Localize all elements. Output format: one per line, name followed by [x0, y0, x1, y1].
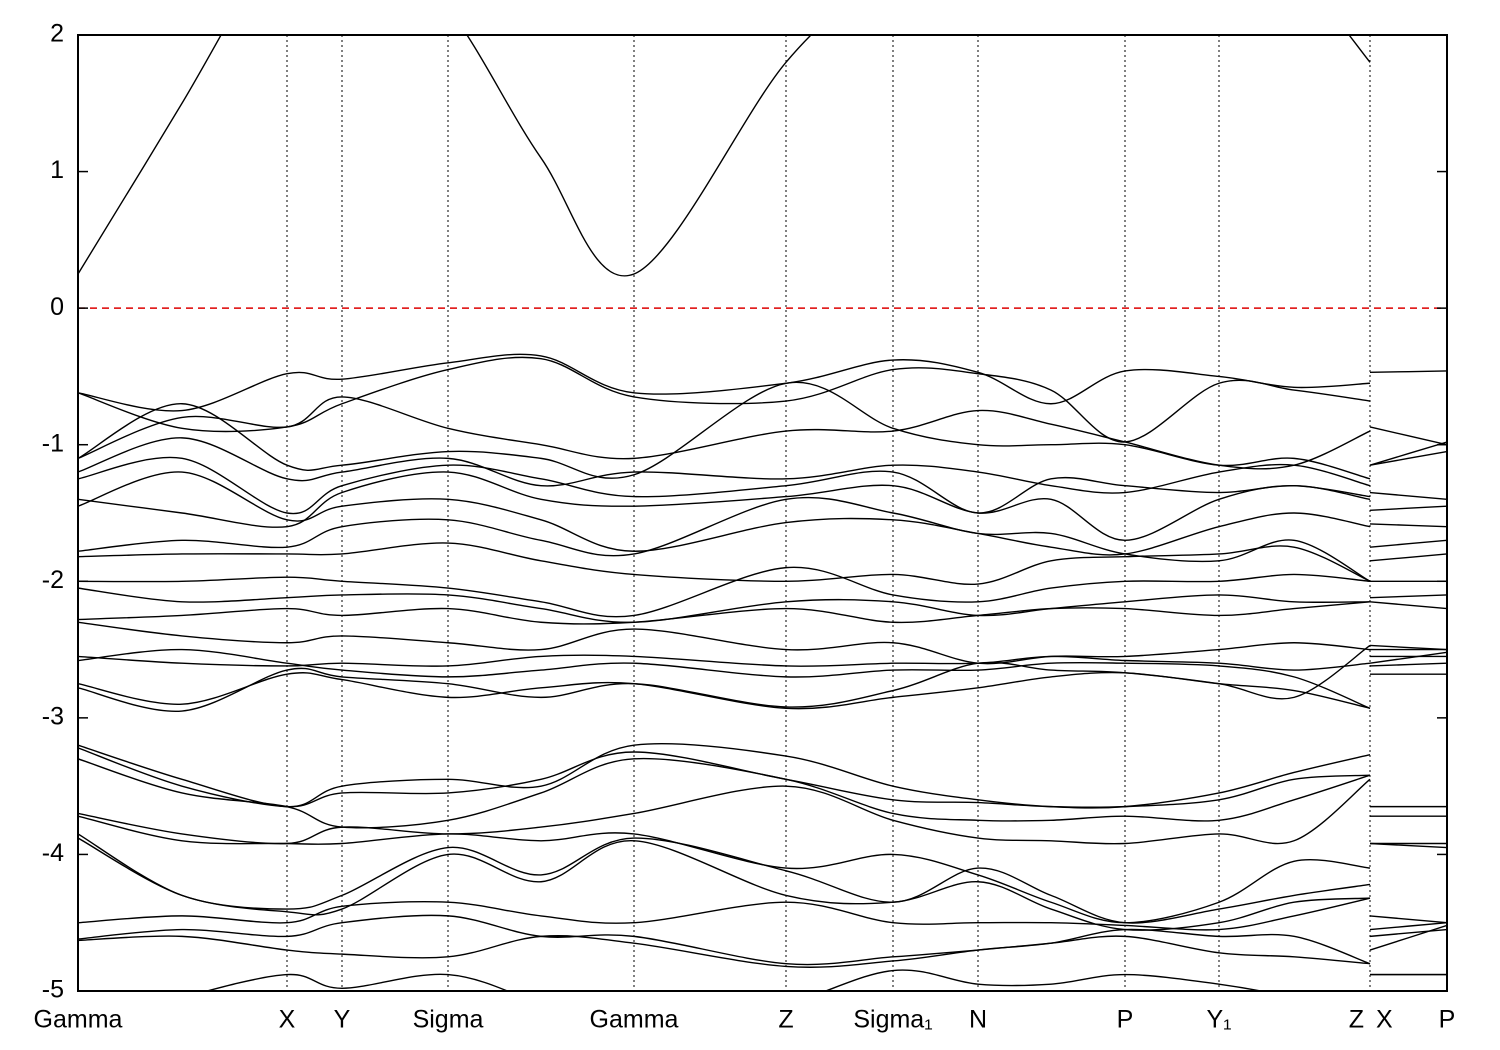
band [1369, 505, 1447, 511]
band [78, 928, 1371, 968]
band [78, 356, 1371, 443]
band [78, 654, 1371, 671]
band [78, 601, 1371, 625]
band [78, 437, 1371, 494]
y-tick-label: -4 [42, 839, 64, 867]
band [78, 566, 1371, 618]
y-tick-label: -2 [42, 566, 64, 594]
band [1369, 370, 1447, 374]
y-tick-label: 1 [50, 156, 64, 184]
y-tick-label: 2 [50, 20, 64, 48]
band [78, 778, 1371, 845]
band [78, 381, 1371, 480]
band [1369, 523, 1447, 528]
y-tick-label: -5 [42, 976, 64, 1004]
band [78, 757, 1371, 829]
band [78, 587, 1371, 623]
band [78, 471, 1371, 542]
band [78, 496, 1371, 582]
band [78, 471, 1371, 556]
band [1369, 842, 1447, 849]
x-tick-label: Z [1349, 1006, 1364, 1034]
band [78, 837, 1371, 931]
axes: -5 -4 -3 -2 -1 0 1 2 Gamma X Y Sigma Gamma Z Sigma₁ N P Y… [34, 20, 1456, 1034]
band [1369, 644, 1447, 651]
band [1369, 539, 1447, 548]
band [1369, 924, 1447, 951]
band [1369, 915, 1447, 924]
band [78, 833, 1371, 924]
band [78, 648, 1371, 709]
band [1369, 491, 1447, 501]
grid [78, 35, 1447, 991]
band [78, 897, 1371, 931]
x-tick-label: X [1376, 1006, 1393, 1034]
band [204, 969, 1265, 991]
band [1369, 594, 1447, 599]
x-tick-label: N [969, 1006, 987, 1034]
x-tick-label: Sigma [413, 1006, 484, 1034]
band [1369, 450, 1447, 466]
band [78, 914, 1371, 966]
band [1369, 928, 1447, 938]
x-tick-label: Gamma [590, 1006, 679, 1034]
x-tick-label: Sigma₁ [853, 1006, 932, 1034]
x-tick-label: Y [334, 1006, 351, 1034]
band [1369, 651, 1447, 664]
x-tick-label: Y₁ [1206, 1006, 1231, 1034]
band [78, 621, 1371, 665]
y-tick-label: -1 [42, 429, 64, 457]
band [1369, 601, 1447, 610]
y-tick-label: 0 [50, 293, 64, 321]
band [78, 456, 1371, 515]
band [1369, 662, 1447, 667]
band [1369, 922, 1447, 931]
band [78, 353, 1371, 412]
x-tick-label: P [1117, 1006, 1134, 1034]
x-tick-label: P [1439, 1006, 1456, 1034]
band [78, 542, 1371, 586]
x-tick-label: X [279, 1006, 296, 1034]
y-tick-label: -3 [42, 702, 64, 730]
x-tick-label: Gamma [34, 1006, 123, 1034]
bands [78, 35, 1447, 991]
band [1369, 553, 1447, 562]
plot-frame [77, 34, 1448, 992]
x-tick-label: Z [778, 1006, 793, 1034]
band [78, 644, 1371, 712]
band [78, 35, 1371, 277]
